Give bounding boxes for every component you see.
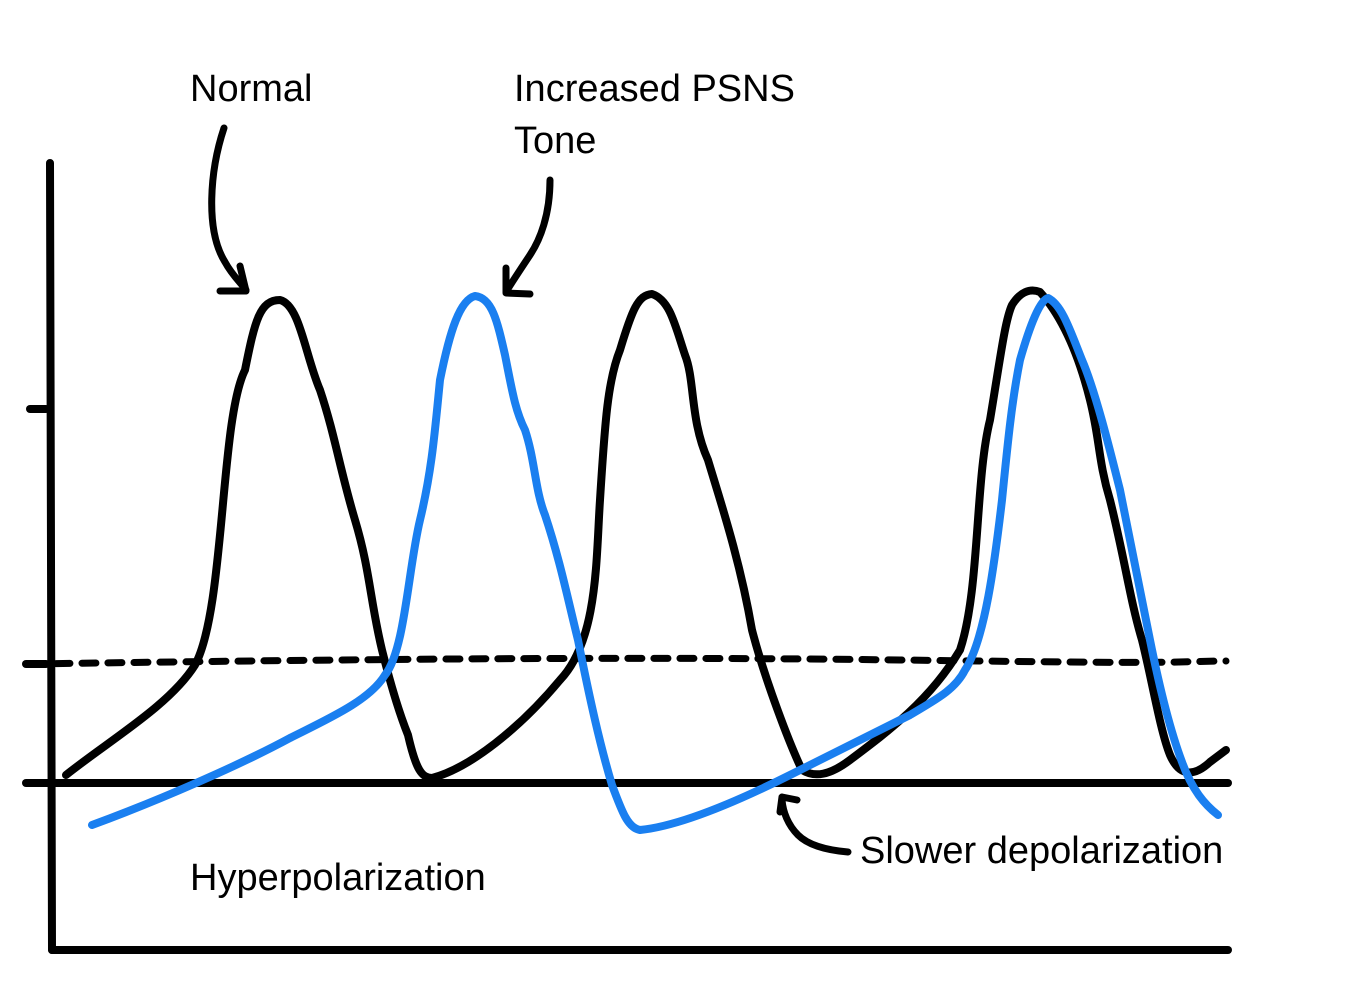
hyperpolarization-label: Hyperpolarization: [190, 857, 486, 899]
slower-depolarization-label: Slower depolarization: [860, 830, 1224, 872]
threshold-dashed-line: [26, 654, 1230, 668]
slower-depolarization-arrowhead: [776, 793, 801, 816]
normal-label: Normal: [190, 68, 313, 110]
psns-label-line2: Tone: [514, 120, 597, 162]
normal-trace: [62, 286, 1230, 782]
psns-arrowhead: [502, 264, 534, 298]
slower-depolarization-arrow: [778, 796, 852, 856]
psns-trace: [88, 292, 1222, 834]
psns-label-line1: Increased PSNS: [514, 68, 795, 110]
y-axis: [46, 159, 56, 954]
psns-arrow: [502, 176, 554, 296]
normal-arrow: [208, 124, 250, 294]
normal-arrowhead: [216, 262, 250, 295]
